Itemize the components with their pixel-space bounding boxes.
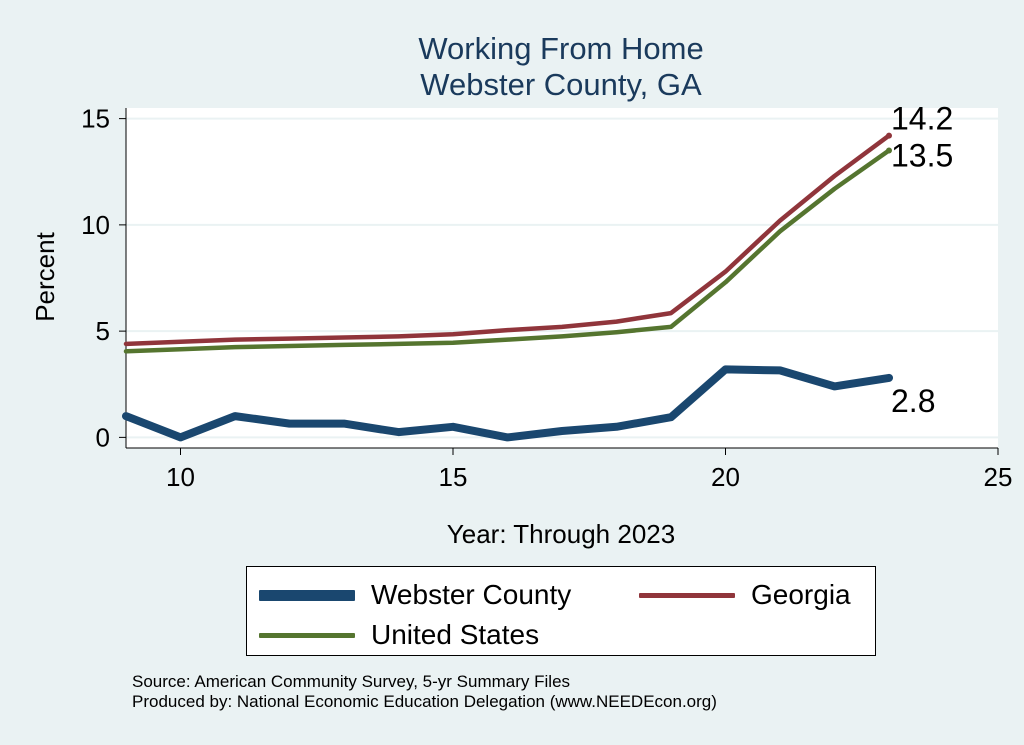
y-tick-label: 5 — [96, 316, 110, 346]
source-note: Source: American Community Survey, 5-yr … — [132, 672, 717, 712]
y-tick-label: 10 — [81, 210, 110, 240]
end-label-united-states: 13.5 — [891, 138, 953, 174]
series-end-marker-georgia — [886, 132, 892, 139]
series-line-webster-county — [122, 365, 893, 442]
chart-title: Working From Home — [418, 31, 703, 66]
end-labels: 2.8 14.213.5 — [891, 101, 953, 419]
chart-subtitle: Webster County, GA — [420, 67, 702, 102]
x-tick-label: 15 — [439, 462, 468, 492]
legend-swatch-georgia — [639, 592, 735, 598]
produced-by-line: Produced by: National Economic Education… — [132, 692, 717, 711]
legend-swatch-united-states — [259, 632, 355, 638]
series-end-marker-webster-county — [886, 374, 892, 381]
y-tick-label: 15 — [81, 104, 110, 134]
legend: Webster County Georgia United States — [246, 566, 876, 656]
x-tick-label: 10 — [166, 462, 195, 492]
series-line-georgia — [123, 133, 892, 347]
series-end-marker-united-states — [886, 147, 892, 154]
legend-swatch-webster-county — [259, 589, 355, 601]
x-tick-label: 20 — [711, 462, 740, 492]
gridlines — [126, 117, 998, 439]
axis-ticks: 0 5 10 15 10 15 20 25 — [81, 104, 1012, 492]
x-axis-title: Year: Through 2023 — [447, 519, 675, 549]
end-label-webster-county: 2.8 — [891, 383, 935, 419]
legend-item-georgia: Georgia — [639, 579, 851, 611]
legend-label-georgia: Georgia — [751, 579, 851, 610]
legend-item-webster-county: Webster County — [259, 579, 571, 611]
legend-label-webster-county: Webster County — [371, 579, 572, 610]
end-label-georgia: 14.2 — [891, 101, 953, 137]
series-line-united-states — [123, 148, 892, 354]
y-tick-label: 0 — [96, 422, 110, 452]
plot-area — [126, 108, 998, 448]
series-lines — [122, 132, 893, 442]
legend-label-united-states: United States — [371, 619, 540, 650]
legend-item-united-states: United States — [259, 619, 539, 651]
x-tick-label: 25 — [984, 462, 1013, 492]
y-axis-title: Percent — [30, 231, 60, 321]
source-line: Source: American Community Survey, 5-yr … — [132, 672, 571, 691]
